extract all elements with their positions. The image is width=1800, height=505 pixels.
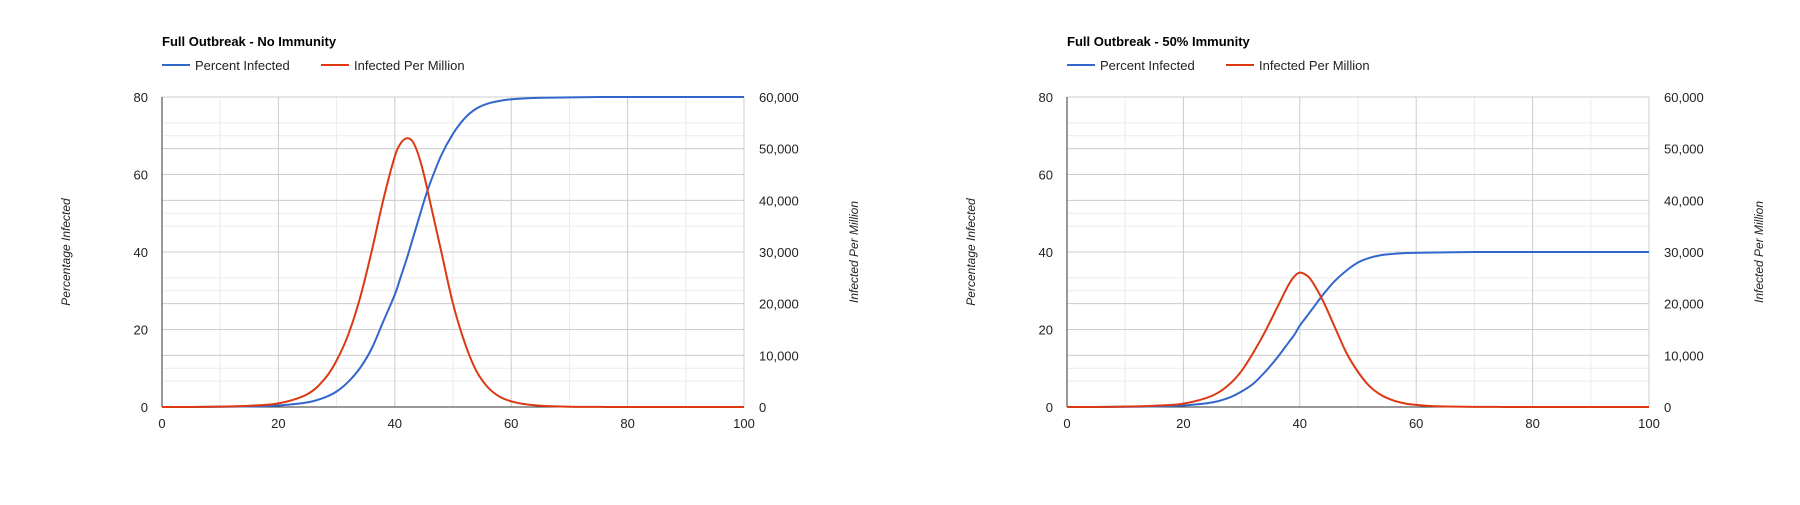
legend-label-infected-per-million[interactable]: Infected Per Million xyxy=(354,58,465,73)
legend-label-percent-infected[interactable]: Percent Infected xyxy=(1100,58,1195,73)
y-tick-label-right: 0 xyxy=(1664,400,1671,415)
y-tick-label-right: 30,000 xyxy=(1664,245,1704,260)
series-line-infected-per-million[interactable] xyxy=(161,137,744,409)
y-tick-label-left: 40 xyxy=(134,245,148,260)
y-tick-label-right: 10,000 xyxy=(1664,348,1704,363)
series-line-percent-infected[interactable] xyxy=(1066,250,1649,409)
y-tick-label-left: 0 xyxy=(141,400,148,415)
series-line-percent-infected[interactable] xyxy=(161,95,744,409)
x-tick-label: 100 xyxy=(1638,416,1660,431)
y-tick-label-left: 0 xyxy=(1046,400,1053,415)
y-tick-label-left: 60 xyxy=(134,168,148,183)
x-tick-label: 100 xyxy=(733,416,755,431)
x-tick-label: 40 xyxy=(388,416,402,431)
chart-title: Full Outbreak - 50% Immunity xyxy=(1067,34,1251,49)
y-tick-label-right: 30,000 xyxy=(759,245,799,260)
y-tick-label-left: 20 xyxy=(134,323,148,338)
y-tick-label-right: 40,000 xyxy=(1664,193,1704,208)
y-axis-title-right: Infected Per Million xyxy=(1752,201,1766,303)
chart-panel-50-immunity: 0 20 40 60 80 0 10,000 20,000 30,000 40,000 50,000… xyxy=(905,0,1800,500)
x-tick-label: 20 xyxy=(271,416,285,431)
y-tick-label-right: 20,000 xyxy=(759,297,799,312)
y-tick-label-right: 0 xyxy=(759,400,766,415)
x-tick-label: 0 xyxy=(1063,416,1070,431)
y-tick-label-left: 20 xyxy=(1039,323,1053,338)
x-tick-label: 20 xyxy=(1176,416,1190,431)
x-tick-label: 60 xyxy=(504,416,518,431)
y-axis-title-left: Percentage Infected xyxy=(59,198,73,306)
y-tick-label-left: 80 xyxy=(134,90,148,105)
y-tick-label-right: 40,000 xyxy=(759,193,799,208)
legend-label-percent-infected[interactable]: Percent Infected xyxy=(195,58,290,73)
y-tick-label-right: 60,000 xyxy=(759,90,799,105)
x-tick-label: 40 xyxy=(1293,416,1307,431)
x-tick-label: 80 xyxy=(1525,416,1539,431)
chart-panel-no-immunity: 0 20 40 60 80 0 10,000 20,000 30,000 40,000 50,000… xyxy=(0,0,900,500)
x-tick-label: 80 xyxy=(620,416,634,431)
y-tick-label-right: 60,000 xyxy=(1664,90,1704,105)
y-tick-label-left: 40 xyxy=(1039,245,1053,260)
x-tick-label: 60 xyxy=(1409,416,1423,431)
chart-title: Full Outbreak - No Immunity xyxy=(162,34,337,49)
y-tick-label-left: 80 xyxy=(1039,90,1053,105)
legend-label-infected-per-million[interactable]: Infected Per Million xyxy=(1259,58,1370,73)
series-line-infected-per-million[interactable] xyxy=(1066,271,1649,409)
y-axis-title-right: Infected Per Million xyxy=(847,201,861,303)
y-tick-label-right: 10,000 xyxy=(759,348,799,363)
y-axis-title-left: Percentage Infected xyxy=(964,198,978,306)
y-tick-label-right: 50,000 xyxy=(759,142,799,157)
y-tick-label-right: 20,000 xyxy=(1664,297,1704,312)
y-tick-label-right: 50,000 xyxy=(1664,142,1704,157)
x-tick-label: 0 xyxy=(158,416,165,431)
chart-no-immunity-svg: 0 20 40 60 80 0 10,000 20,000 30,000 40,000 50,000… xyxy=(59,34,861,431)
y-tick-label-left: 60 xyxy=(1039,168,1053,183)
chart-50-immunity-svg: 0 20 40 60 80 0 10,000 20,000 30,000 40,000 50,000… xyxy=(964,34,1766,431)
